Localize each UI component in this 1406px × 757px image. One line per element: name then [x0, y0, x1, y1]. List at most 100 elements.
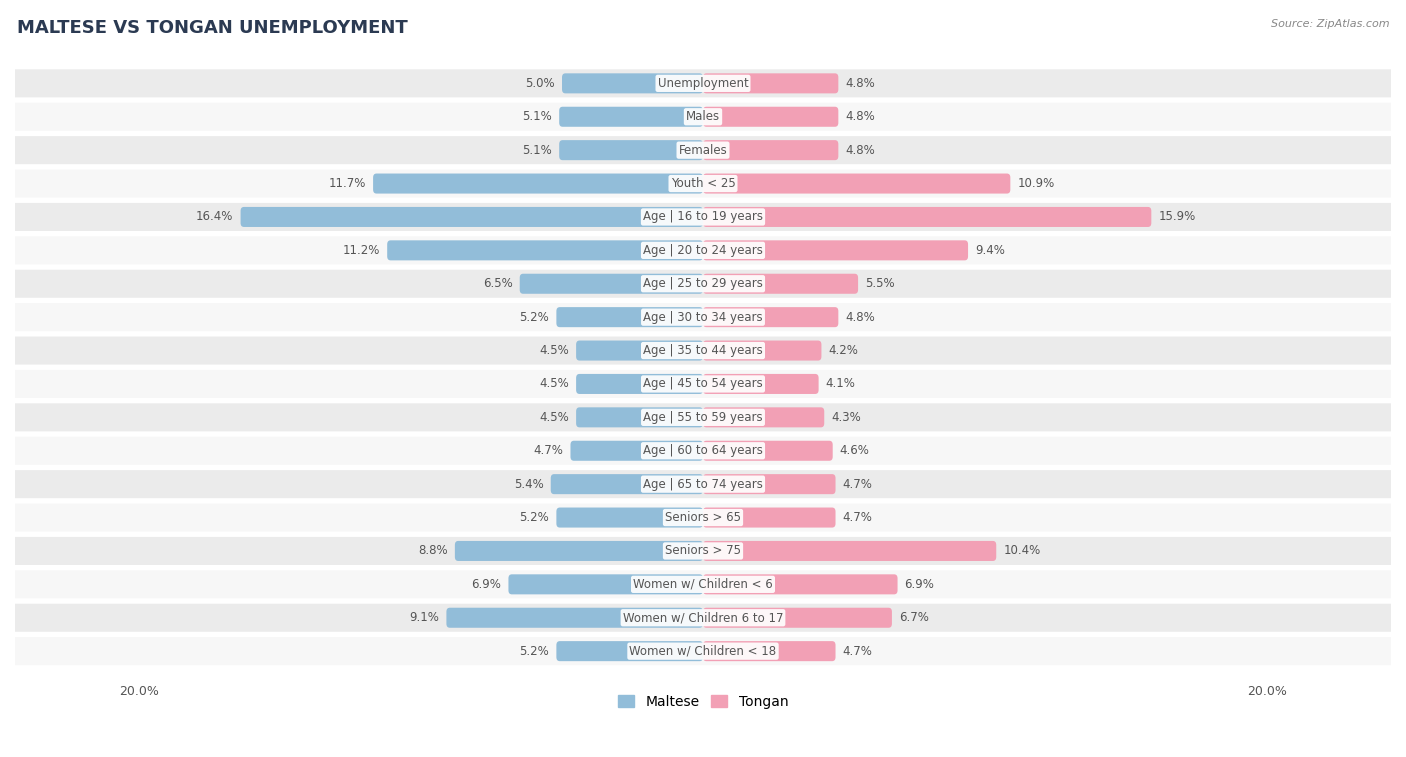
FancyBboxPatch shape	[703, 541, 997, 561]
FancyBboxPatch shape	[0, 236, 1406, 264]
FancyBboxPatch shape	[0, 570, 1406, 598]
FancyBboxPatch shape	[0, 604, 1406, 632]
FancyBboxPatch shape	[520, 274, 703, 294]
FancyBboxPatch shape	[703, 107, 838, 126]
Text: 4.6%: 4.6%	[839, 444, 870, 457]
FancyBboxPatch shape	[0, 303, 1406, 331]
Text: 4.8%: 4.8%	[845, 310, 875, 324]
Text: 11.7%: 11.7%	[329, 177, 366, 190]
FancyBboxPatch shape	[703, 307, 838, 327]
FancyBboxPatch shape	[703, 207, 1152, 227]
Text: 5.1%: 5.1%	[523, 111, 553, 123]
FancyBboxPatch shape	[703, 608, 891, 628]
Text: 5.5%: 5.5%	[865, 277, 894, 290]
FancyBboxPatch shape	[456, 541, 703, 561]
Legend: Maltese, Tongan: Maltese, Tongan	[612, 690, 794, 715]
FancyBboxPatch shape	[509, 575, 703, 594]
Text: 4.5%: 4.5%	[540, 411, 569, 424]
FancyBboxPatch shape	[571, 441, 703, 461]
FancyBboxPatch shape	[0, 203, 1406, 231]
Text: Women w/ Children < 6: Women w/ Children < 6	[633, 578, 773, 591]
FancyBboxPatch shape	[576, 341, 703, 360]
Text: 4.7%: 4.7%	[842, 645, 873, 658]
Text: Females: Females	[679, 144, 727, 157]
Text: 5.0%: 5.0%	[526, 77, 555, 90]
FancyBboxPatch shape	[387, 240, 703, 260]
FancyBboxPatch shape	[551, 474, 703, 494]
Text: 5.2%: 5.2%	[520, 511, 550, 524]
FancyBboxPatch shape	[0, 470, 1406, 498]
Text: Males: Males	[686, 111, 720, 123]
FancyBboxPatch shape	[0, 537, 1406, 565]
FancyBboxPatch shape	[557, 507, 703, 528]
Text: Age | 65 to 74 years: Age | 65 to 74 years	[643, 478, 763, 491]
FancyBboxPatch shape	[0, 269, 1406, 298]
Text: Age | 45 to 54 years: Age | 45 to 54 years	[643, 378, 763, 391]
Text: 6.5%: 6.5%	[482, 277, 513, 290]
Text: 16.4%: 16.4%	[197, 210, 233, 223]
Text: 10.9%: 10.9%	[1018, 177, 1054, 190]
Text: 4.7%: 4.7%	[842, 511, 873, 524]
Text: MALTESE VS TONGAN UNEMPLOYMENT: MALTESE VS TONGAN UNEMPLOYMENT	[17, 19, 408, 37]
FancyBboxPatch shape	[447, 608, 703, 628]
FancyBboxPatch shape	[703, 641, 835, 661]
FancyBboxPatch shape	[0, 103, 1406, 131]
FancyBboxPatch shape	[0, 637, 1406, 665]
FancyBboxPatch shape	[557, 307, 703, 327]
Text: Unemployment: Unemployment	[658, 77, 748, 90]
Text: Age | 60 to 64 years: Age | 60 to 64 years	[643, 444, 763, 457]
Text: 4.1%: 4.1%	[825, 378, 855, 391]
FancyBboxPatch shape	[703, 374, 818, 394]
Text: Women w/ Children < 18: Women w/ Children < 18	[630, 645, 776, 658]
Text: 5.4%: 5.4%	[515, 478, 544, 491]
FancyBboxPatch shape	[576, 407, 703, 428]
Text: Seniors > 65: Seniors > 65	[665, 511, 741, 524]
FancyBboxPatch shape	[0, 70, 1406, 98]
FancyBboxPatch shape	[703, 240, 969, 260]
FancyBboxPatch shape	[0, 370, 1406, 398]
FancyBboxPatch shape	[703, 407, 824, 428]
FancyBboxPatch shape	[703, 474, 835, 494]
Text: 4.8%: 4.8%	[845, 144, 875, 157]
FancyBboxPatch shape	[703, 575, 897, 594]
FancyBboxPatch shape	[576, 374, 703, 394]
FancyBboxPatch shape	[0, 503, 1406, 531]
FancyBboxPatch shape	[703, 341, 821, 360]
Text: Source: ZipAtlas.com: Source: ZipAtlas.com	[1271, 19, 1389, 29]
FancyBboxPatch shape	[703, 507, 835, 528]
Text: 10.4%: 10.4%	[1004, 544, 1040, 557]
Text: 6.7%: 6.7%	[898, 611, 929, 625]
FancyBboxPatch shape	[240, 207, 703, 227]
FancyBboxPatch shape	[562, 73, 703, 93]
Text: 5.1%: 5.1%	[523, 144, 553, 157]
Text: 4.8%: 4.8%	[845, 111, 875, 123]
Text: Age | 30 to 34 years: Age | 30 to 34 years	[643, 310, 763, 324]
Text: 5.2%: 5.2%	[520, 645, 550, 658]
Text: 4.2%: 4.2%	[828, 344, 858, 357]
Text: Seniors > 75: Seniors > 75	[665, 544, 741, 557]
Text: Youth < 25: Youth < 25	[671, 177, 735, 190]
Text: 4.7%: 4.7%	[842, 478, 873, 491]
Text: 9.4%: 9.4%	[976, 244, 1005, 257]
Text: Age | 55 to 59 years: Age | 55 to 59 years	[643, 411, 763, 424]
Text: Age | 35 to 44 years: Age | 35 to 44 years	[643, 344, 763, 357]
Text: 4.8%: 4.8%	[845, 77, 875, 90]
Text: Age | 20 to 24 years: Age | 20 to 24 years	[643, 244, 763, 257]
FancyBboxPatch shape	[0, 337, 1406, 365]
Text: 15.9%: 15.9%	[1159, 210, 1195, 223]
Text: Age | 16 to 19 years: Age | 16 to 19 years	[643, 210, 763, 223]
FancyBboxPatch shape	[703, 140, 838, 160]
FancyBboxPatch shape	[703, 274, 858, 294]
FancyBboxPatch shape	[557, 641, 703, 661]
FancyBboxPatch shape	[373, 173, 703, 194]
Text: 4.7%: 4.7%	[533, 444, 564, 457]
Text: 4.3%: 4.3%	[831, 411, 860, 424]
Text: 4.5%: 4.5%	[540, 378, 569, 391]
FancyBboxPatch shape	[0, 170, 1406, 198]
FancyBboxPatch shape	[0, 437, 1406, 465]
FancyBboxPatch shape	[703, 73, 838, 93]
FancyBboxPatch shape	[0, 136, 1406, 164]
Text: Age | 25 to 29 years: Age | 25 to 29 years	[643, 277, 763, 290]
Text: 4.5%: 4.5%	[540, 344, 569, 357]
FancyBboxPatch shape	[703, 441, 832, 461]
